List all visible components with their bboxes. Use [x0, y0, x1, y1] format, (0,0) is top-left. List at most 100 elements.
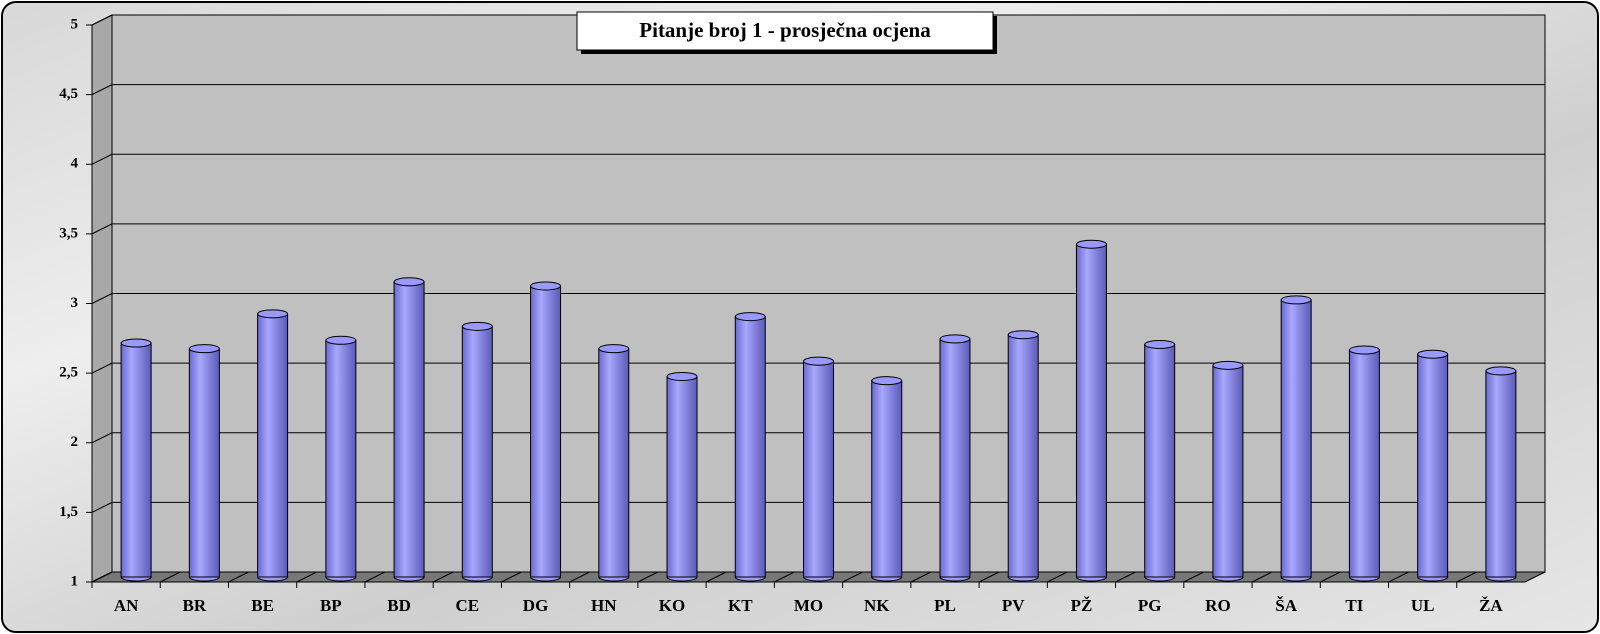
bar: [325, 335, 357, 582]
x-tick-label: RO: [1205, 596, 1231, 615]
title-frame: [576, 11, 994, 51]
floor-divider: [1183, 571, 1205, 583]
bar-top: [1007, 330, 1039, 340]
bar-top: [939, 334, 971, 344]
y-tick-label: 3,5: [59, 225, 78, 241]
x-tick-label: KO: [659, 596, 685, 615]
side-grid-line: [91, 153, 113, 165]
bar-top: [803, 356, 834, 366]
floor-divider: [160, 571, 181, 583]
side-grid-line: [91, 14, 113, 26]
bar-top: [1417, 349, 1449, 359]
y-tick-label: 4,5: [59, 86, 78, 102]
bar-body: [1007, 334, 1039, 578]
side-grid-line: [91, 223, 113, 235]
bar-top: [530, 281, 562, 291]
x-tick-label: TI: [1345, 596, 1363, 615]
title-box: Pitanje broj 1 - prosječna ocjena: [576, 11, 997, 54]
x-tick-label: BR: [183, 596, 207, 615]
bar-body: [1348, 349, 1380, 578]
bar: [120, 338, 152, 582]
x-tick-label: KT: [728, 596, 753, 615]
side-grid-line: [91, 501, 113, 513]
bar-body: [1485, 370, 1517, 578]
side-grid-line: [91, 84, 113, 96]
bar-top: [325, 335, 357, 345]
floor-divider: [910, 571, 932, 583]
bar-body: [1280, 299, 1312, 578]
bar-top: [598, 344, 630, 354]
bar: [871, 376, 903, 582]
bar: [393, 277, 425, 582]
y-tick-label: 1: [71, 573, 79, 589]
bar-body: [393, 281, 425, 578]
y-tick-label: 5: [71, 16, 79, 32]
y-tick-label: 2,5: [59, 365, 78, 381]
bar-top: [1212, 360, 1244, 370]
floor-divider: [501, 571, 522, 583]
bar-body: [1144, 343, 1176, 578]
bar-body: [939, 338, 971, 578]
bar: [803, 356, 834, 582]
x-tick-label: BE: [251, 596, 274, 615]
bar-top: [1144, 339, 1176, 349]
x-tick-label: HN: [591, 596, 617, 615]
bar-top: [734, 312, 766, 322]
bar-top: [871, 376, 903, 386]
bar: [666, 371, 698, 582]
bar: [1417, 349, 1449, 582]
bar-top: [666, 371, 698, 381]
bar: [734, 312, 766, 582]
x-tick-label: DG: [523, 596, 549, 615]
bar: [257, 309, 289, 582]
y-tick-label: 4: [71, 156, 79, 172]
x-tick-label: ŠA: [1275, 596, 1297, 615]
bar-body: [1212, 364, 1244, 578]
floor-divider: [1320, 571, 1341, 583]
floor-divider: [296, 571, 317, 583]
bar-top: [257, 309, 289, 319]
x-tick-label: BP: [320, 596, 342, 615]
bar-body: [325, 339, 357, 578]
bar: [1007, 330, 1039, 582]
floor-divider: [91, 571, 113, 583]
floor-divider: [842, 571, 863, 583]
y-tick-label: 2: [71, 434, 79, 450]
bar-top: [393, 277, 425, 287]
y-tick-label: 3: [71, 295, 79, 311]
bar-body: [461, 325, 493, 578]
floor-divider: [637, 571, 659, 583]
floor-divider: [228, 571, 249, 583]
floor-divider: [1115, 571, 1136, 583]
floor-divider: [569, 571, 590, 583]
floor-divider: [1388, 571, 1409, 583]
bar: [1212, 360, 1244, 582]
bar-top: [1075, 239, 1107, 249]
floor-divider: [364, 571, 386, 583]
x-tick-label: UL: [1411, 596, 1435, 615]
bar: [1075, 239, 1107, 582]
bar-body: [803, 360, 834, 578]
x-tick-label: BD: [387, 596, 411, 615]
floor-divider: [1251, 571, 1273, 583]
bar: [1144, 339, 1176, 582]
chart-title: Pitanje broj 1 - prosječna ocjena: [639, 18, 931, 42]
floor-divider: [978, 571, 1000, 583]
bar-body: [1417, 353, 1449, 578]
bar: [1485, 366, 1517, 582]
floor-divider: [1456, 571, 1477, 583]
floor-divider: [705, 571, 727, 583]
bar-body: [666, 375, 698, 578]
bar-top: [1485, 366, 1517, 376]
x-tick-label: PŽ: [1071, 596, 1093, 615]
bar-top: [188, 344, 220, 354]
bar-body: [598, 348, 630, 578]
x-tick-label: CE: [455, 596, 479, 615]
x-tick-label: PG: [1138, 596, 1162, 615]
side-grid-line: [91, 432, 113, 444]
bar-top: [1348, 345, 1380, 355]
bar-top: [120, 338, 152, 348]
x-tick-label: PV: [1002, 596, 1025, 615]
